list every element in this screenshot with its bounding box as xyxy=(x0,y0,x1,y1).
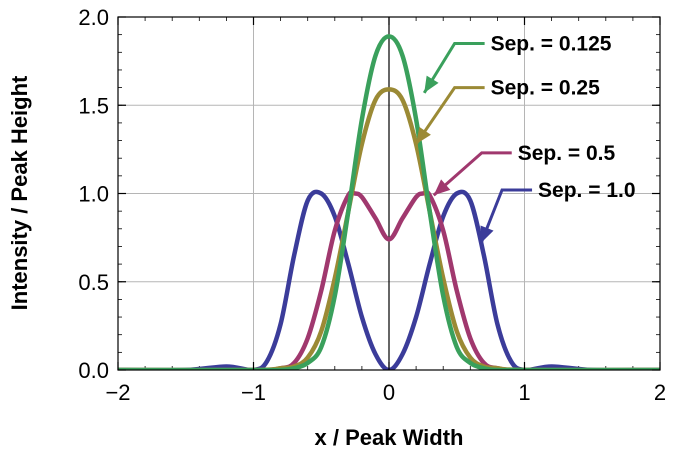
series-line-0.5 xyxy=(118,189,660,370)
x-tick-label: −1 xyxy=(241,380,266,405)
y-tick-label: 1.5 xyxy=(78,93,109,118)
y-axis-label: Intensity / Peak Height xyxy=(7,75,32,310)
annotation-0.5: Sep. = 0.5 xyxy=(432,142,616,197)
axis-ticks: −2 −1 0 1 2 0.0 0.5 1.0 1.5 2.0 xyxy=(78,5,666,405)
annotation-label: Sep. = 1.0 xyxy=(538,179,635,202)
annotation-arrowhead xyxy=(424,75,439,93)
x-tick-label: 1 xyxy=(518,380,530,405)
annotation-1: Sep. = 1.0 xyxy=(479,179,636,244)
y-tick-label: 2.0 xyxy=(78,5,109,30)
y-tick-label: 0.0 xyxy=(78,358,109,383)
annotation-label: Sep. = 0.25 xyxy=(491,77,600,100)
series-line-0.125 xyxy=(118,34,660,370)
annotation-0.25: Sep. = 0.25 xyxy=(414,77,600,145)
x-tick-label: 2 xyxy=(654,380,666,405)
y-tick-label: 0.5 xyxy=(78,270,109,295)
annotation-connector xyxy=(432,151,512,197)
series-line-1 xyxy=(118,189,660,370)
annotation-arrowhead xyxy=(416,126,431,145)
annotation-0.125: Sep. = 0.125 xyxy=(422,32,612,94)
annotation-arrowhead xyxy=(433,179,451,196)
x-axis-label: x / Peak Width xyxy=(315,425,464,450)
series-layer xyxy=(118,34,660,370)
annotation-connector xyxy=(479,188,533,244)
annotation-connector xyxy=(414,86,485,145)
x-tick-label: −2 xyxy=(105,380,130,405)
y-tick-label: 1.0 xyxy=(78,182,109,207)
annotation-arrowhead xyxy=(480,225,494,243)
annotation-label: Sep. = 0.5 xyxy=(518,142,616,165)
x-tick-label: 0 xyxy=(383,380,395,405)
annotation-connector xyxy=(422,41,485,94)
annotations: Sep. = 0.125 Sep. = 0.25 Sep. = 0.5 Sep. = … xyxy=(414,32,636,244)
annotation-label: Sep. = 0.125 xyxy=(491,32,612,55)
